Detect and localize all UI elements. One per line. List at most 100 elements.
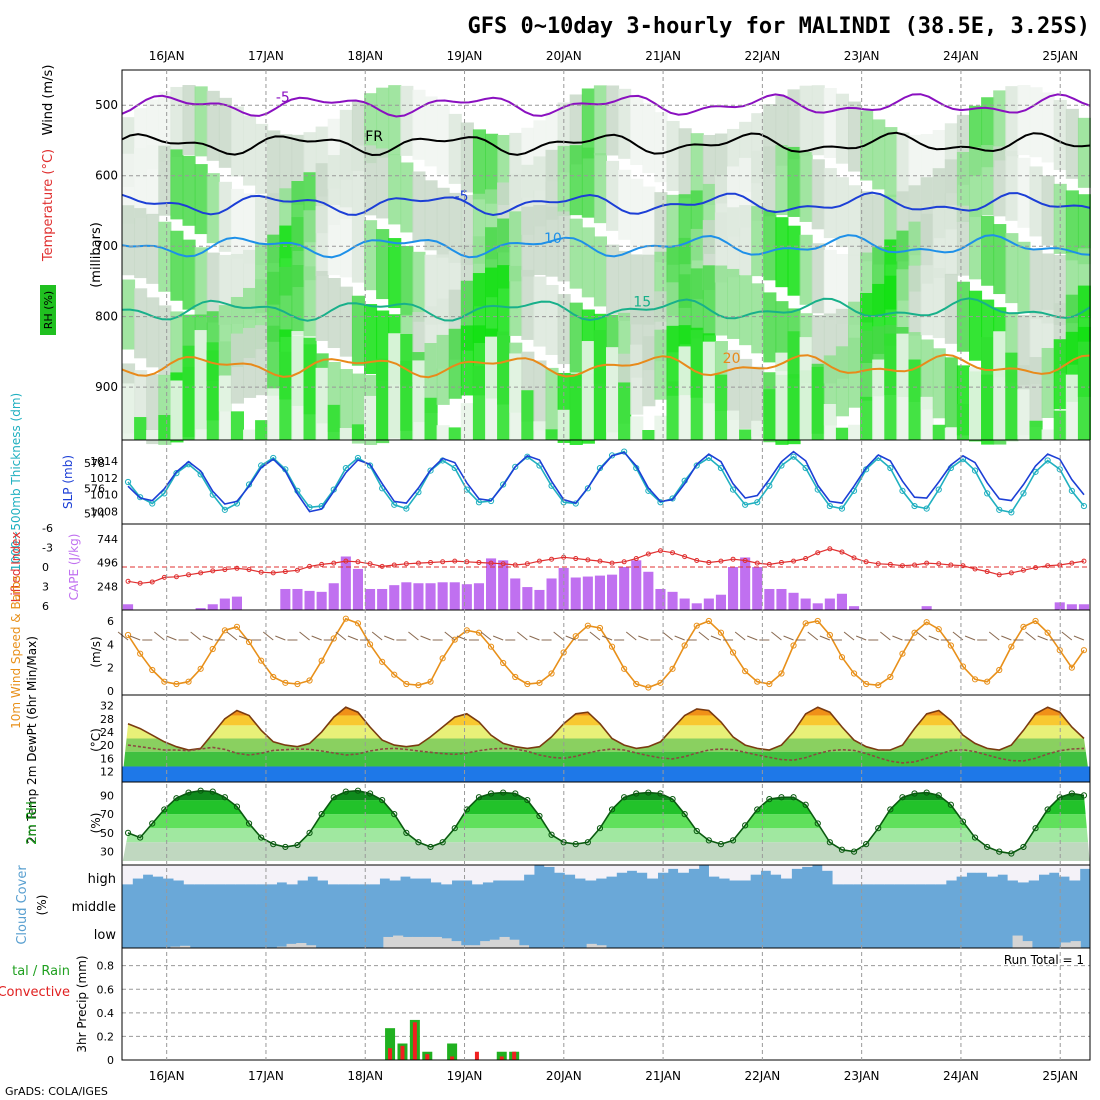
cape-bar [425,583,436,610]
rh-shade-cell [279,134,293,205]
rh-low-cell [545,429,559,440]
rh-shade-cell [799,151,813,222]
rh-series-point [403,829,410,836]
rh-shade-cell [763,210,777,281]
cloud-high-clear [987,865,998,877]
wind-barb [698,631,710,641]
rh-series-point [185,789,192,796]
rh-shade-cell [545,284,559,355]
cloud-high-clear [1007,865,1019,881]
rh-shade-cell [206,90,220,161]
cloud-high-clear [791,865,803,869]
rh-shade-cell [339,369,353,440]
wind-barb [734,631,746,641]
thickness-tick: 576 [84,482,105,495]
rh-series-point [439,839,446,846]
rh-series-point [137,834,144,841]
cloud-low-bar [451,941,462,948]
rh-low-cell [485,336,499,440]
wind-speed-point [487,643,495,650]
wind-speed-point [306,677,313,684]
rh-series-point [415,839,422,846]
rh-shade-cell [1005,233,1019,304]
contour-label: FR [365,129,383,145]
rh-series-point [790,794,797,801]
wind-speed-point [863,680,870,688]
wind-barb [638,635,649,641]
cloud-low-bar [286,943,297,948]
wind-speed-point [124,631,132,639]
li-point [851,555,857,561]
rh-low-cell [823,404,837,440]
cloud-high-clear [379,865,391,879]
wind-unit: (m/s) [89,636,103,667]
rh-series-point [911,790,918,797]
cloud-level-label: high [88,872,116,887]
rh-shade-cell [533,276,547,347]
cape-bar [594,575,605,610]
rh-shade-cell [811,243,825,314]
rh-series-point [124,829,132,836]
rh-low-cell [860,396,874,440]
precip-total-bar [385,1028,396,1060]
rh-shade-cell [485,267,499,338]
wind-speed [124,615,1088,691]
date-label-top: 17JAN [248,49,284,63]
rh-low-cell [339,427,353,440]
cape-bar [510,578,521,610]
wind-speed-point [705,617,712,625]
wind-speed-point [729,649,737,656]
rh-shade-cell [339,148,353,219]
rh-shade-cell [654,192,668,263]
rh-series-point [887,806,894,813]
precip-conv-bar [512,1051,517,1060]
rh-shade-cell [1005,150,1019,221]
thickness-label: 1000~500mb Thickness (dm) [9,393,23,571]
cloud-low-bar [412,936,423,948]
cloud-low-bar [480,941,491,948]
dewpt-series-line [127,744,1085,764]
thickness-series-point [427,467,434,474]
thickness-series-point [657,499,664,506]
rh-shade-cell [920,265,934,336]
rh-shade-cell [485,133,499,204]
rh-shade-cell [1029,87,1043,158]
rh-shade-cell [400,162,414,233]
cloud-low-bar [170,946,181,948]
wind-speed-point [766,680,773,688]
rh-shade-cell [799,85,813,156]
cape-bar [231,596,242,610]
rh-series-point [996,848,1003,855]
rh-shade-cell [642,336,656,407]
rh-shade-cell [460,122,474,193]
rh-shade-cell [206,173,220,244]
thickness-series-point [911,502,918,510]
wind-speed-point [923,619,930,626]
cloud-high-clear [327,865,339,885]
cloud-high-clear [348,865,360,885]
rh-series-point [850,848,858,855]
rh-shade-cell [291,265,305,336]
rh-band [122,800,1090,815]
temperature-contour [121,234,1091,259]
cape-bar [377,588,388,610]
precip-conv-bar [499,1056,504,1060]
cloud-high-clear [925,865,937,885]
cloud-high-clear [482,865,494,883]
cloud-high-clear [317,865,329,881]
rh-low-cell [630,416,644,440]
rh-low-cell [606,347,620,440]
rh-shade-cell [448,328,462,399]
rh-shade-cell [339,286,353,357]
rh-shade-cell [557,145,571,216]
date-label-bottom: 17JAN [248,1069,284,1083]
cape-tick: 496 [97,557,118,570]
wind-speed-point [354,620,362,627]
rh-shade-cell [1077,117,1091,188]
cloud-high-clear [224,865,236,885]
rh-series-point [197,787,204,794]
rh-shade-cell [993,90,1007,161]
rh-shade-cell [1041,175,1055,246]
rh-series-point [475,794,483,801]
rh-shade-cell [727,268,741,339]
